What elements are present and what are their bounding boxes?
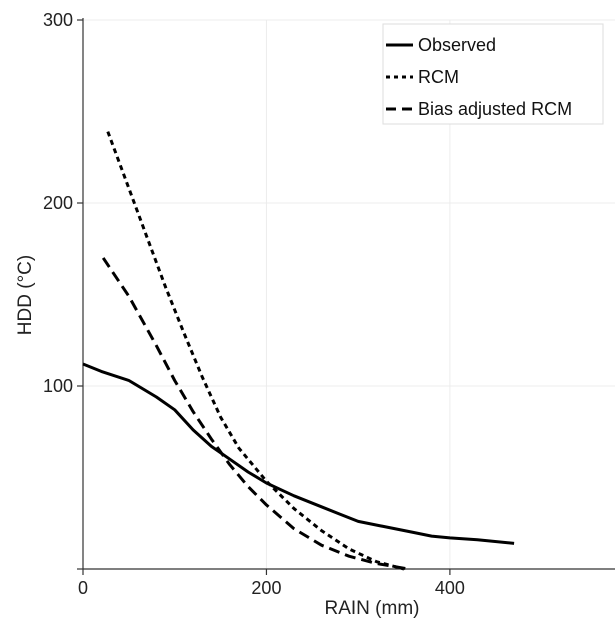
y-tick-label: 300 <box>43 10 73 30</box>
legend-label-bias-adjusted-rcm: Bias adjusted RCM <box>418 99 572 119</box>
series-line-observed <box>82 362 515 545</box>
legend-box <box>382 23 604 125</box>
legend: Observed RCM Bias adjusted RCM <box>382 23 604 125</box>
legend-label-rcm: RCM <box>418 67 459 87</box>
tick-labels: 100 200 300 0 200 400 <box>43 10 465 598</box>
legend-label-observed: Observed <box>418 35 496 55</box>
x-axis-title: RAIN (mm) <box>325 598 420 619</box>
series-line-bias-adjusted-rcm <box>101 257 409 571</box>
series-line-rcm <box>106 131 405 571</box>
x-tick-label: 200 <box>251 578 281 598</box>
series-group <box>82 131 515 571</box>
x-tick-label: 400 <box>435 578 465 598</box>
x-tick-label: 0 <box>78 578 88 598</box>
y-tick-label: 200 <box>43 193 73 213</box>
y-tick-label: 100 <box>43 376 73 396</box>
y-axis-title: HDD (°C) <box>15 255 36 335</box>
axes <box>77 18 615 575</box>
